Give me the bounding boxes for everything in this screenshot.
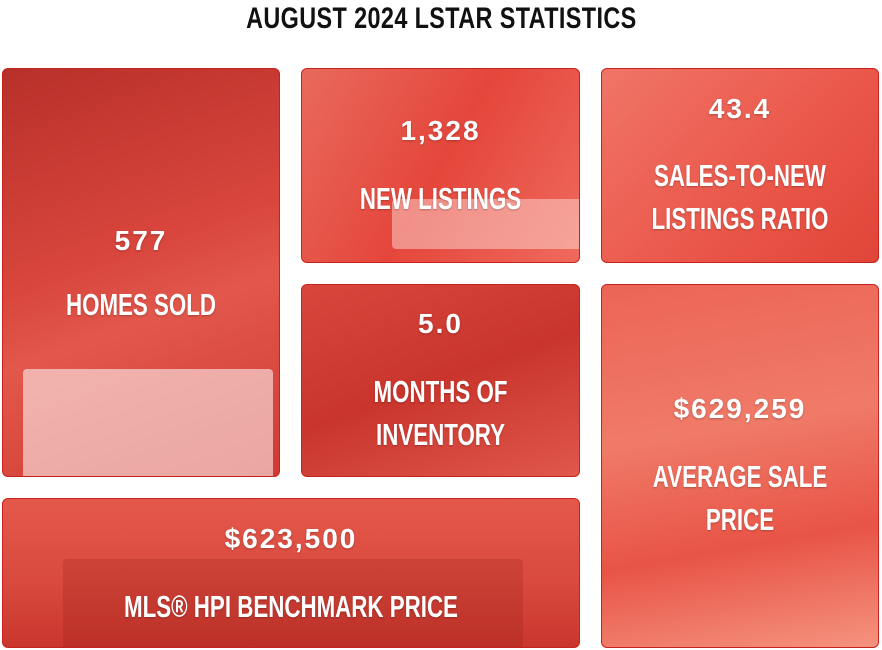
stat-tile: 5.0 MONTHS OF INVENTORY <box>301 284 580 477</box>
label-line: LISTINGS RATIO <box>651 201 829 236</box>
label-line: SALES-TO-NEW <box>654 158 826 193</box>
photo-shape <box>63 559 523 647</box>
stat-label: MLS® HPI BENCHMARK PRICE <box>3 585 579 628</box>
stat-label: NEW LISTINGS <box>302 177 579 220</box>
stat-label: AVERAGE SALE PRICE <box>602 455 878 541</box>
stat-value: 577 <box>114 225 168 256</box>
label-line: HOMES SOLD <box>65 287 217 322</box>
label-line: PRICE <box>705 502 775 537</box>
stat-label: SALES-TO-NEW LISTINGS RATIO <box>602 154 878 240</box>
stat-tile: $623,500 MLS® HPI BENCHMARK PRICE <box>2 498 580 648</box>
photo-shape <box>23 369 273 476</box>
stat-label: HOMES SOLD <box>3 283 279 326</box>
stat-tile: $629,259 AVERAGE SALE PRICE <box>601 284 879 648</box>
label-line: MONTHS OF <box>373 374 508 409</box>
stat-value: $629,259 <box>673 393 807 424</box>
stat-label: MONTHS OF INVENTORY <box>302 370 579 456</box>
title-text: AUGUST 2024 LSTAR STATISTICS <box>245 2 637 35</box>
label-line: INVENTORY <box>376 417 505 452</box>
stat-tile: 1,328 NEW LISTINGS <box>301 68 580 263</box>
stat-value: $623,500 <box>224 523 358 554</box>
photo-shape <box>392 199 579 249</box>
stat-value: 1,328 <box>400 115 481 146</box>
label-line: AVERAGE SALE <box>652 459 828 494</box>
stat-tile: 577 HOMES SOLD <box>2 68 280 477</box>
stat-tile: 43.4 SALES-TO-NEW LISTINGS RATIO <box>601 68 879 263</box>
page-title: AUGUST 2024 LSTAR STATISTICS <box>0 2 882 36</box>
stat-value: 43.4 <box>708 93 772 124</box>
stat-value: 5.0 <box>418 308 463 339</box>
label-line: MLS® HPI BENCHMARK PRICE <box>124 589 458 624</box>
label-line: NEW LISTINGS <box>359 181 522 216</box>
